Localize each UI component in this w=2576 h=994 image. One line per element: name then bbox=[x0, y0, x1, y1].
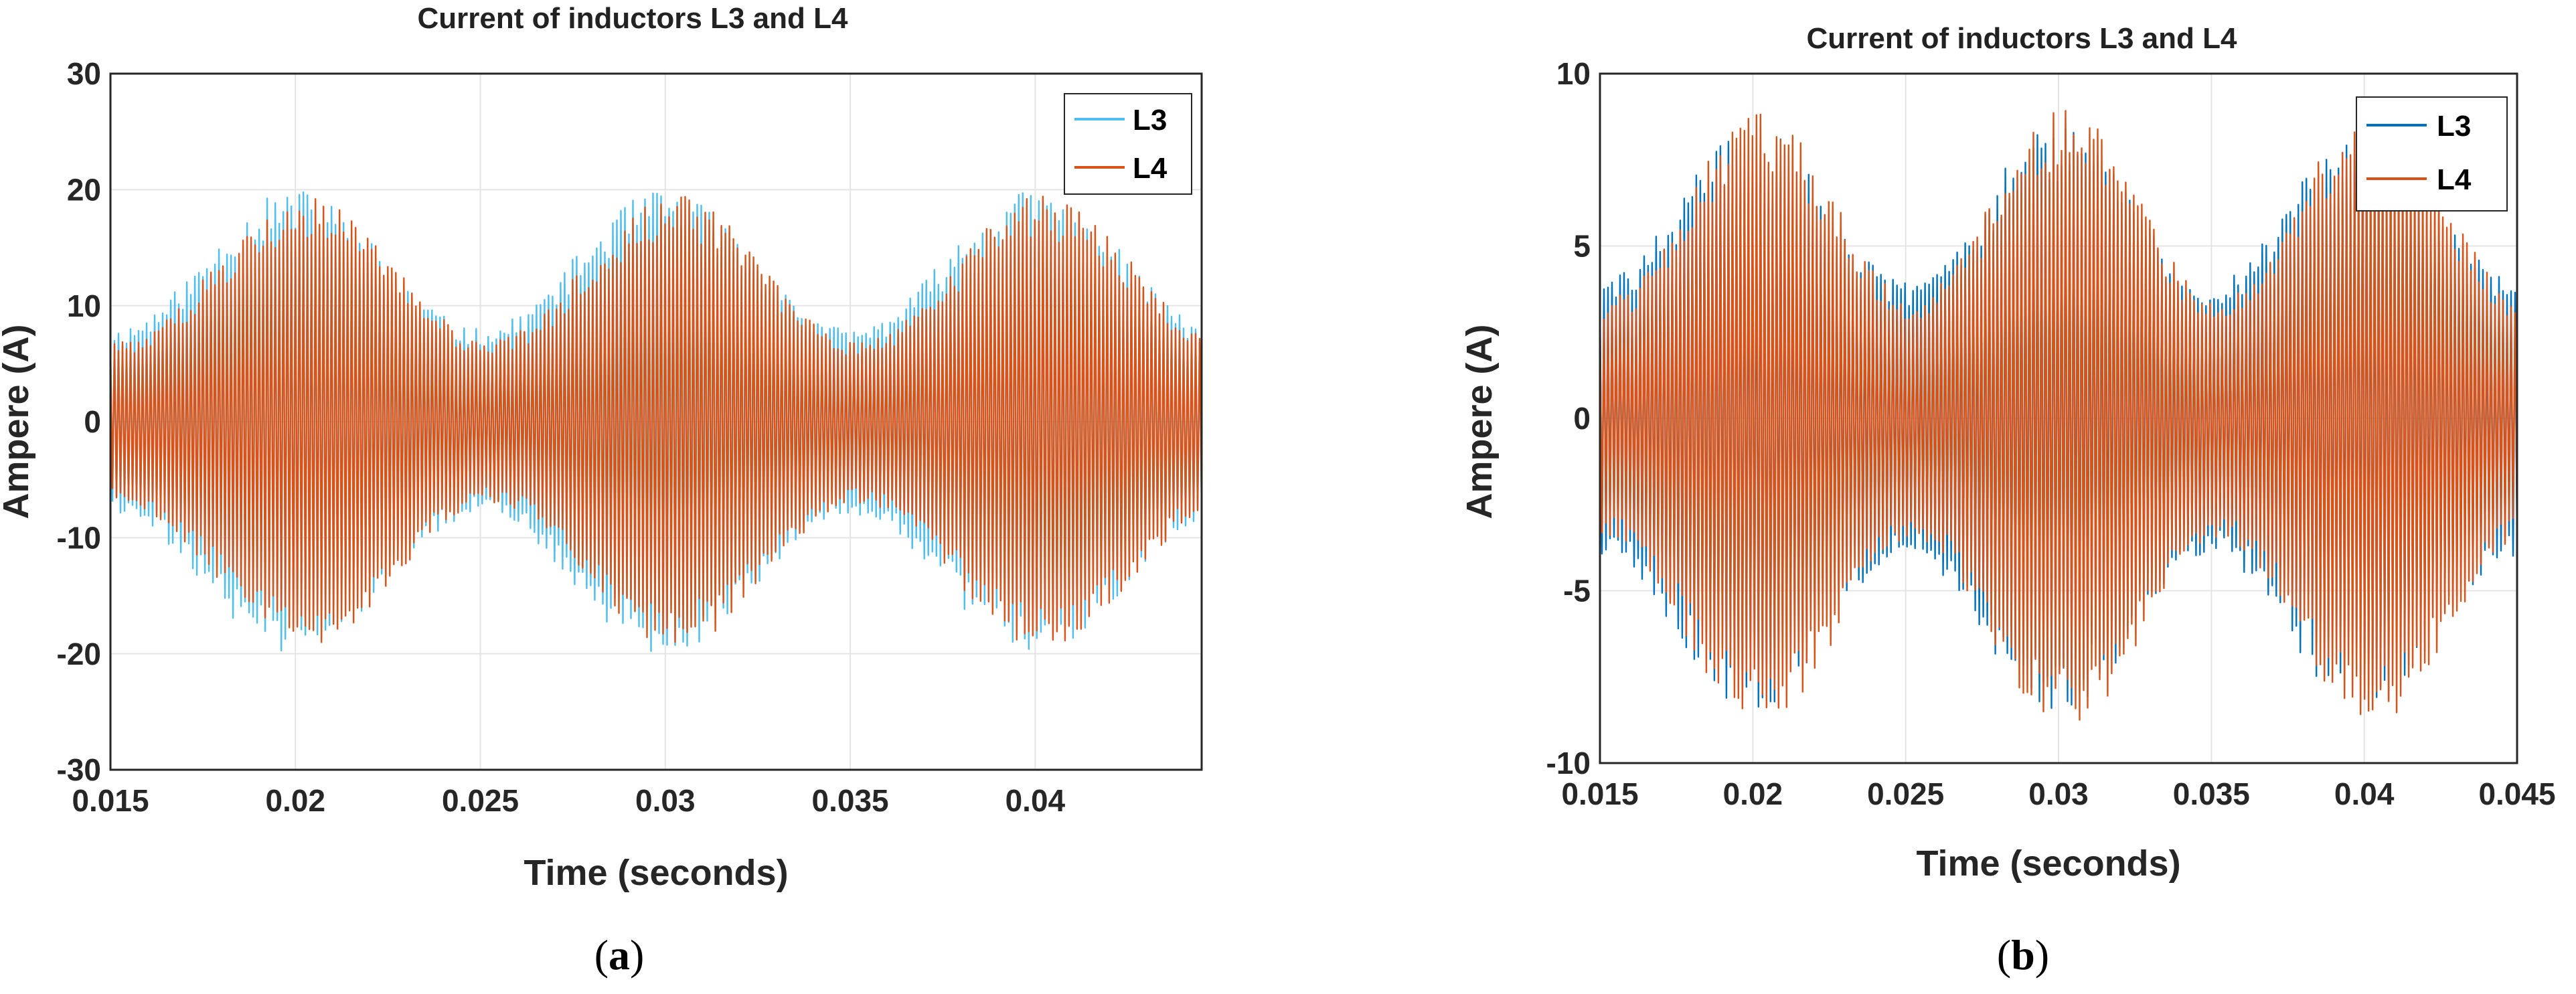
legend-label-l3: L3 bbox=[2437, 110, 2471, 143]
legend-box bbox=[2356, 96, 2508, 212]
caption-b: (b) bbox=[1997, 931, 2049, 979]
x-tick-label: 0.035 bbox=[2173, 776, 2250, 811]
legend-label-l4: L4 bbox=[1133, 152, 1168, 185]
y-tick-label: -30 bbox=[57, 752, 101, 787]
x-tick-labels: 0.015 0.02 0.025 0.03 0.035 0.04 bbox=[72, 783, 1065, 818]
caption-a-close: ) bbox=[630, 931, 644, 979]
y-tick-label: 30 bbox=[67, 56, 101, 91]
axes-box bbox=[109, 72, 1203, 771]
series-line-l4 bbox=[109, 195, 1203, 643]
x-tick-label: 0.015 bbox=[72, 783, 149, 818]
series-line-l4 bbox=[1599, 110, 2518, 721]
x-tick-label: 0.035 bbox=[812, 783, 889, 818]
caption-a-open: ( bbox=[594, 931, 609, 979]
y-tick-labels: 30 20 10 0 -10 -20 -30 bbox=[57, 56, 101, 787]
x-tick-label: 0.015 bbox=[1561, 776, 1638, 811]
y-tick-label: -5 bbox=[1563, 574, 1591, 608]
series-group bbox=[109, 191, 1203, 652]
y-tick-label: -20 bbox=[57, 637, 101, 671]
x-tick-label: 0.03 bbox=[2028, 776, 2089, 811]
x-tick-label: 0.02 bbox=[1723, 776, 1783, 811]
y-tick-label: 10 bbox=[1556, 56, 1591, 91]
y-tick-label: 5 bbox=[1573, 229, 1591, 264]
y-axis-label: Ampere (A) bbox=[0, 324, 36, 519]
svg-text:(a): (a) bbox=[594, 931, 645, 979]
x-tick-labels: 0.015 0.02 0.025 0.03 0.035 0.04 0.045 bbox=[1561, 776, 2555, 811]
caption-a-letter: a bbox=[609, 931, 630, 979]
y-tick-label: 10 bbox=[67, 288, 101, 323]
x-tick-label: 0.02 bbox=[266, 783, 326, 818]
svg-text:(b): (b) bbox=[1997, 931, 2049, 979]
y-tick-label: -10 bbox=[1546, 746, 1591, 780]
series-group bbox=[1599, 110, 2518, 721]
x-axis-label: Time (seconds) bbox=[1916, 843, 2180, 884]
legend-label-l4: L4 bbox=[2437, 163, 2472, 196]
y-tick-label: -10 bbox=[57, 520, 101, 555]
x-tick-label: 0.03 bbox=[635, 783, 696, 818]
y-tick-label: 0 bbox=[1573, 401, 1591, 436]
y-tick-label: 0 bbox=[84, 404, 101, 439]
axes-box bbox=[1599, 72, 2518, 764]
legend-label-l3: L3 bbox=[1133, 104, 1167, 137]
legend: L3 L4 bbox=[2356, 96, 2508, 212]
y-axis-label: Ampere (A) bbox=[1459, 324, 1500, 519]
x-tick-label: 0.025 bbox=[442, 783, 519, 818]
y-tick-label: 20 bbox=[67, 172, 101, 207]
legend: L3 L4 bbox=[1064, 93, 1192, 195]
chart-title: Current of inductors L3 and L4 bbox=[1807, 22, 2237, 55]
x-tick-label: 0.04 bbox=[2334, 776, 2395, 811]
chart-panel-a: Current of inductors L3 and L4 30 20 10 0 -1… bbox=[0, 2, 1203, 893]
x-tick-label: 0.04 bbox=[1005, 783, 1066, 818]
x-tick-label: 0.025 bbox=[1867, 776, 1944, 811]
caption-b-open: ( bbox=[1997, 931, 2011, 979]
chart-title: Current of inductors L3 and L4 bbox=[418, 2, 848, 35]
caption-b-letter: b bbox=[2011, 931, 2035, 979]
caption-a: (a) bbox=[594, 931, 645, 979]
x-tick-label: 0.045 bbox=[2478, 776, 2555, 811]
legend-box bbox=[1064, 93, 1192, 195]
caption-b-close: ) bbox=[2035, 931, 2049, 979]
y-tick-labels: 10 5 0 -5 -10 bbox=[1546, 56, 1591, 780]
x-axis-label: Time (seconds) bbox=[524, 853, 788, 893]
chart-panel-b: Current of inductors L3 and L4 10 5 0 -5 -10… bbox=[1459, 22, 2556, 884]
